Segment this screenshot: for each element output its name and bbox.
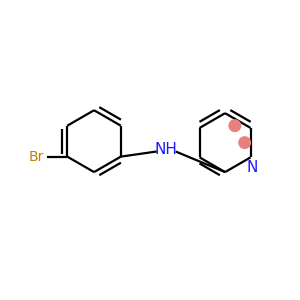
Circle shape	[238, 136, 251, 149]
Text: N: N	[246, 160, 258, 175]
Text: NH: NH	[155, 142, 178, 158]
Circle shape	[228, 119, 242, 132]
Text: Br: Br	[29, 150, 44, 164]
